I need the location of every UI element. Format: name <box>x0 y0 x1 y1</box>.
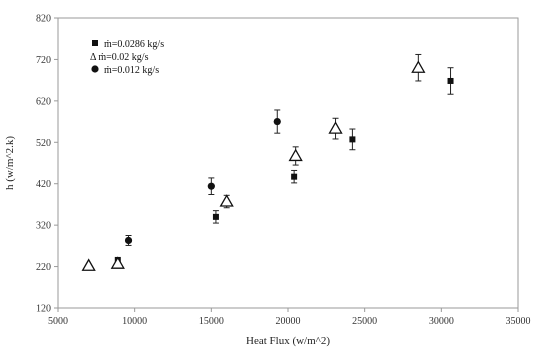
data-point-series-2 <box>219 194 234 207</box>
y-tick-label: 420 <box>36 179 51 190</box>
x-tick-label: 5000 <box>48 316 68 327</box>
data-point-series-3 <box>124 236 133 245</box>
x-tick-label: 25000 <box>352 316 377 327</box>
data-point-series-1 <box>291 173 298 180</box>
y-axis-ticks: 120 220 320 420 520 620 720 820 <box>36 14 58 315</box>
y-tick-label: 120 <box>36 304 51 315</box>
x-tick-label: 15000 <box>199 316 224 327</box>
y-tick-label: 320 <box>36 221 51 232</box>
legend-label-2: Δ ṁ=0.02 kg/s <box>90 52 149 63</box>
data-point-series-2 <box>110 256 125 269</box>
data-point-series-1 <box>212 213 219 220</box>
data-points <box>81 53 454 271</box>
data-point-series-1 <box>349 136 356 143</box>
legend-label-3: ṁ=0.012 kg/s <box>104 65 159 76</box>
x-axis-ticks: 5000 10000 15000 20000 25000 30000 35000 <box>48 308 531 327</box>
x-tick-label: 20000 <box>276 316 301 327</box>
y-tick-label: 620 <box>36 96 51 107</box>
legend: ṁ=0.0286 kg/s Δ ṁ=0.02 kg/s ṁ=0.012 kg/s <box>90 39 164 76</box>
data-point-series-2 <box>288 148 303 162</box>
y-tick-label: 220 <box>36 262 51 273</box>
data-point-series-2 <box>328 121 343 134</box>
x-tick-label: 10000 <box>122 316 147 327</box>
data-point-series-2 <box>411 60 426 73</box>
data-point-series-2 <box>81 258 96 271</box>
data-point-series-1 <box>447 77 454 84</box>
y-tick-label: 520 <box>36 138 51 149</box>
x-tick-label: 35000 <box>506 316 531 327</box>
legend-label-1: ṁ=0.0286 kg/s <box>104 39 164 50</box>
y-axis-title: h (w/m^2.k) <box>4 136 16 190</box>
y-tick-label: 720 <box>36 55 51 66</box>
x-tick-label: 30000 <box>429 316 454 327</box>
legend-marker-1 <box>92 40 98 46</box>
x-axis-title: Heat Flux (w/m^2) <box>246 335 330 347</box>
data-point-series-3 <box>207 182 215 190</box>
data-point-series-3 <box>273 117 281 126</box>
legend-marker-3 <box>91 65 99 73</box>
y-tick-label: 820 <box>36 14 51 25</box>
